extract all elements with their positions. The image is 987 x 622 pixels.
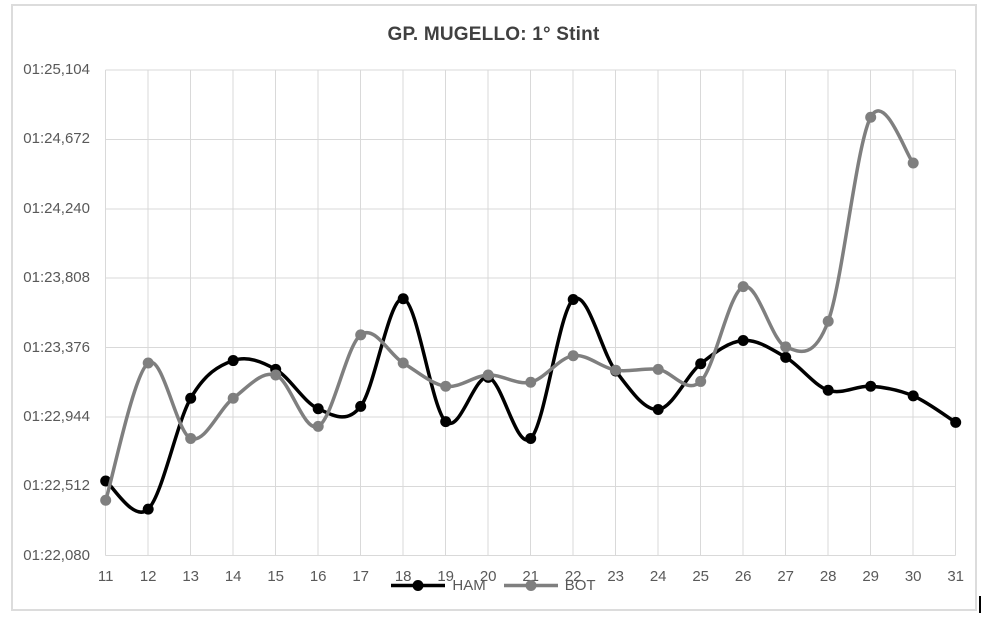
bot-marker-lap-16 — [312, 420, 324, 432]
bot-marker-lap-15 — [270, 369, 282, 381]
x-tick-label: 14 — [224, 568, 242, 585]
bot-marker-lap-27 — [780, 341, 792, 353]
x-tick-label: 13 — [182, 568, 200, 585]
ham-marker-lap-22 — [567, 294, 579, 306]
chart-frame — [11, 4, 977, 611]
x-tick-label: 27 — [777, 568, 795, 585]
ham-marker-lap-27 — [780, 351, 792, 363]
ham-marker-lap-18 — [397, 293, 409, 305]
x-tick-label: 17 — [352, 568, 370, 585]
bot-line — [103, 109, 915, 503]
y-tick-label: 01:24,672 — [23, 130, 90, 148]
ham-marker-lap-17 — [355, 400, 367, 412]
bot-marker-lap-17 — [355, 329, 367, 341]
y-tick-label: 01:22,512 — [23, 477, 90, 495]
bot-marker-lap-18 — [397, 357, 409, 369]
x-tick-label: 29 — [862, 568, 880, 585]
cursor-artifact — [979, 596, 981, 613]
ham-marker-lap-12 — [142, 503, 154, 515]
bot-marker-lap-24 — [652, 363, 664, 375]
ham-marker-lap-31 — [950, 416, 962, 428]
x-tick-label: 28 — [819, 568, 837, 585]
ham-marker-lap-19 — [440, 416, 452, 428]
ham-marker-lap-25 — [695, 358, 707, 370]
ham-marker-lap-30 — [907, 390, 919, 402]
y-tick-label: 01:23,376 — [23, 338, 90, 356]
x-tick-label: 20 — [479, 568, 497, 585]
bot-marker-lap-13 — [185, 432, 197, 444]
bot-marker-lap-14 — [227, 392, 239, 404]
ham-marker-lap-29 — [865, 380, 877, 392]
y-tick-label: 01:24,240 — [23, 199, 90, 217]
x-tick-label: 30 — [904, 568, 922, 585]
ham-marker-lap-28 — [822, 384, 834, 396]
y-tick-label: 01:23,808 — [23, 269, 90, 287]
ham-marker-lap-21 — [525, 432, 537, 444]
x-tick-label: 23 — [607, 568, 625, 585]
ham-marker-lap-16 — [312, 403, 324, 415]
x-tick-label: 21 — [522, 568, 540, 585]
y-tick-label: 01:22,944 — [23, 407, 90, 425]
bot-marker-lap-28 — [822, 315, 834, 327]
bot-marker-lap-20 — [482, 369, 494, 381]
bot-marker-lap-26 — [737, 281, 749, 293]
ham-marker-lap-26 — [737, 334, 749, 346]
x-tick-label: 25 — [692, 568, 710, 585]
x-tick-label: 11 — [97, 568, 114, 585]
bot-marker-lap-25 — [695, 375, 707, 387]
x-tick-label: 19 — [437, 568, 455, 585]
ham-marker-lap-24 — [652, 404, 664, 416]
y-tick-label: 01:25,104 — [23, 61, 90, 78]
bot-marker-lap-29 — [865, 111, 877, 123]
x-tick-label: 24 — [649, 568, 667, 585]
bot-marker-lap-21 — [525, 376, 537, 388]
bot-marker-lap-11 — [100, 494, 112, 506]
ham-marker-lap-14 — [227, 355, 239, 367]
x-tick-label: 26 — [734, 568, 752, 585]
bot-marker-lap-30 — [907, 157, 919, 169]
ham-marker-lap-13 — [185, 392, 197, 404]
y-tick-label: 01:22,080 — [23, 546, 90, 564]
x-tick-label: 22 — [564, 568, 582, 585]
chart-title: GP. MUGELLO: 1° Stint — [387, 24, 600, 45]
x-tick-label: 18 — [394, 568, 412, 585]
bot-marker-lap-23 — [610, 364, 622, 376]
ham-line — [103, 296, 958, 514]
x-tick-label: 31 — [947, 568, 965, 585]
bot-marker-lap-19 — [440, 380, 452, 392]
bot-marker-lap-12 — [142, 357, 154, 369]
x-tick-label: 15 — [267, 568, 285, 585]
bot-marker-lap-22 — [567, 350, 579, 362]
x-tick-label: 16 — [309, 568, 327, 585]
x-tick-label: 12 — [139, 568, 157, 585]
